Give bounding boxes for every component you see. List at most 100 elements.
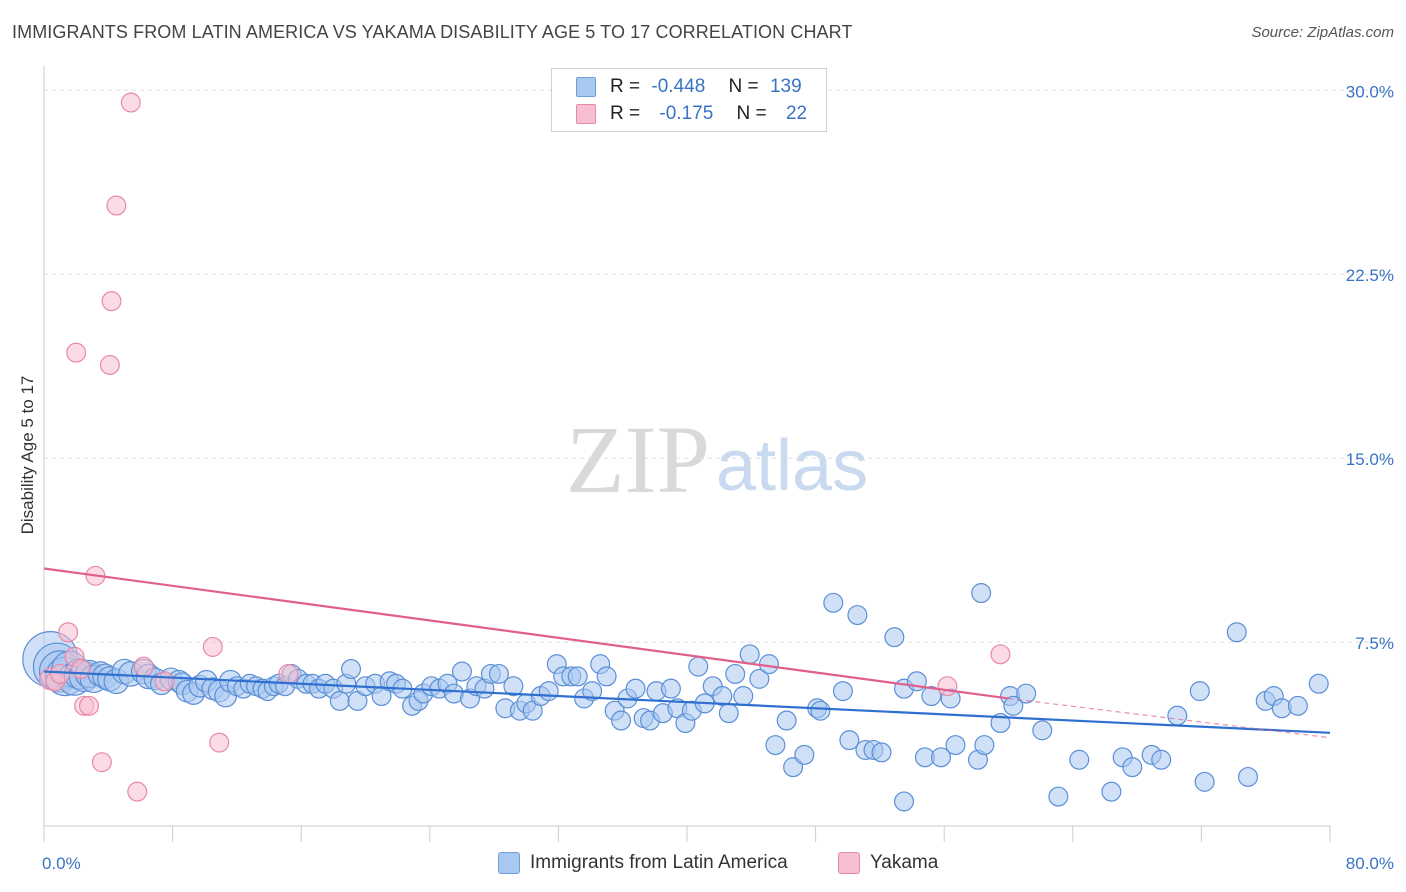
data-point <box>625 678 646 699</box>
watermark-atlas: atlas <box>716 426 868 506</box>
r-label: R = <box>610 103 641 124</box>
data-point <box>66 342 87 363</box>
data-point <box>1189 681 1210 702</box>
data-point <box>70 659 91 680</box>
data-point <box>776 710 797 731</box>
data-point <box>101 291 122 312</box>
data-point <box>733 686 754 707</box>
data-point <box>725 663 746 684</box>
r-label: R = <box>610 76 641 97</box>
chart-legend: Immigrants from Latin America Yakama <box>0 852 1406 878</box>
n-value: 139 <box>769 76 802 97</box>
n-label: N = <box>728 76 759 97</box>
data-point <box>1069 749 1090 770</box>
data-point <box>1016 683 1037 704</box>
data-point <box>106 195 127 216</box>
data-point <box>1122 757 1143 778</box>
legend-item-yakama[interactable]: Yakama <box>838 852 938 874</box>
data-point <box>209 732 230 753</box>
data-point <box>79 695 100 716</box>
data-point <box>990 644 1011 665</box>
legend-label: Yakama <box>870 852 939 873</box>
x-tick-label: 0.0% <box>42 854 81 873</box>
data-point <box>596 666 617 687</box>
data-point <box>937 676 958 697</box>
data-point <box>538 681 559 702</box>
data-point <box>278 663 299 684</box>
n-value: 22 <box>785 103 808 124</box>
data-point <box>611 710 632 731</box>
data-point <box>133 656 154 677</box>
data-point <box>739 644 760 665</box>
data-point <box>894 791 915 812</box>
legend-label: Immigrants from Latin America <box>530 852 788 873</box>
data-point <box>488 663 509 684</box>
data-point <box>871 742 892 763</box>
data-point <box>688 656 709 677</box>
data-point <box>202 636 223 657</box>
r-value: -0.175 <box>659 103 714 124</box>
legend-item-latin-america[interactable]: Immigrants from Latin America <box>498 852 788 874</box>
data-point <box>1167 705 1188 726</box>
data-point <box>1101 781 1122 802</box>
legend-swatch-yakama <box>838 852 860 874</box>
y-tick-label: 30.0% <box>1346 82 1394 101</box>
data-point <box>120 92 141 113</box>
data-point <box>718 703 739 724</box>
stats-swatch-yakama <box>576 104 596 124</box>
data-point <box>1287 695 1308 716</box>
n-label: N = <box>736 103 767 124</box>
y-tick-label: 15.0% <box>1346 450 1394 469</box>
data-point <box>1308 673 1329 694</box>
stats-swatch-latin-america <box>576 77 596 97</box>
data-point <box>945 735 966 756</box>
trend-line <box>43 670 1331 734</box>
data-point <box>1151 749 1172 770</box>
data-point <box>58 622 79 643</box>
data-point <box>832 681 853 702</box>
data-point <box>823 592 844 613</box>
data-point <box>341 659 362 680</box>
data-point <box>99 354 120 375</box>
data-point <box>1194 771 1215 792</box>
legend-swatch-latin-america <box>498 852 520 874</box>
stats-box: R = -0.448 N = 139 R = -0.175 N = 22 <box>551 68 827 132</box>
data-point <box>810 700 831 721</box>
watermark-zip: ZIP <box>566 406 710 513</box>
data-point <box>660 678 681 699</box>
data-point <box>765 735 786 756</box>
trend-line <box>43 567 1009 700</box>
r-value: -0.448 <box>651 76 706 97</box>
data-point <box>567 666 588 687</box>
data-point <box>1032 720 1053 741</box>
data-point <box>847 605 868 626</box>
x-tick-label: 80.0% <box>1346 854 1394 873</box>
data-point <box>451 661 472 682</box>
data-point <box>783 757 804 778</box>
data-point <box>884 627 905 648</box>
data-point <box>1238 766 1259 787</box>
data-point <box>50 663 71 684</box>
data-point <box>749 668 770 689</box>
chart-source: Source: ZipAtlas.com <box>1251 24 1394 41</box>
data-point <box>794 744 815 765</box>
data-point <box>1226 622 1247 643</box>
data-point <box>839 730 860 751</box>
data-point <box>971 583 992 604</box>
data-point <box>503 676 524 697</box>
data-point <box>91 752 112 773</box>
y-tick-label: 7.5% <box>1355 634 1394 653</box>
data-point <box>329 690 350 711</box>
data-point <box>127 781 148 802</box>
data-point <box>758 654 779 675</box>
data-point <box>1003 695 1024 716</box>
data-point <box>930 747 951 768</box>
data-point <box>1048 786 1069 807</box>
data-point <box>712 686 733 707</box>
data-point <box>154 671 175 692</box>
data-point <box>974 735 995 756</box>
chart-title: IMMIGRANTS FROM LATIN AMERICA VS YAKAMA … <box>12 22 853 42</box>
y-tick-label: 22.5% <box>1346 266 1394 285</box>
data-point <box>582 681 603 702</box>
